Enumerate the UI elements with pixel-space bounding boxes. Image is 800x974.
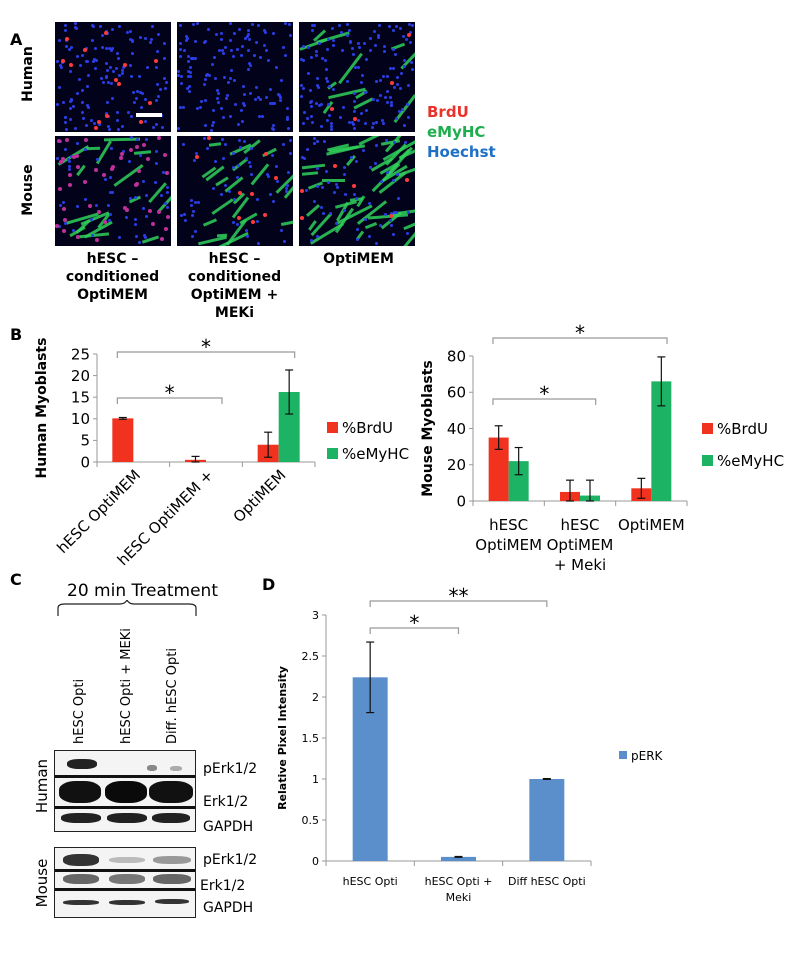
micrograph-mouse-3 <box>299 136 415 246</box>
column-label-1: hESC – conditioned OptiMEM <box>50 250 175 304</box>
chart2-legend-label: %eMyHC <box>717 452 784 470</box>
western-blot-mouse <box>54 847 196 918</box>
chart3-bar <box>529 779 565 861</box>
chart3-x-tick-label: hESC Opti <box>343 875 398 888</box>
chart2-x-tick-label: hESC <box>489 516 528 534</box>
chart3-legend-label: pERK <box>631 749 664 763</box>
chart3-significance-bracket <box>369 627 460 634</box>
chart2-x-tick-label: + Meki <box>554 556 606 574</box>
chart1-y-tick-label: 0 <box>80 453 90 471</box>
chart3-y-tick-label: 2 <box>312 691 319 704</box>
column-label-line: OptiMEM + <box>190 287 279 303</box>
column-label-line: conditioned <box>187 269 282 285</box>
column-label-line: hESC – <box>208 251 261 267</box>
chart1-legend-label: %BrdU <box>342 419 393 437</box>
chart1-y-axis-label: Human Myoblasts <box>34 338 50 479</box>
chart2-y-axis-label: Mouse Myoblasts <box>420 360 436 497</box>
panel-label-a: A <box>10 30 23 49</box>
chart1-bar <box>278 392 300 462</box>
chart1-bar <box>112 418 134 462</box>
chart1-legend-swatch <box>327 448 338 459</box>
chart1-y-tick-label: 10 <box>71 410 90 428</box>
chart2-bar <box>651 381 672 501</box>
band-label-perk-human: pErk1/2 <box>203 761 258 777</box>
chart2-y-tick-label: 80 <box>447 347 466 365</box>
stain-legend-emyhc: eMyHC <box>427 123 486 141</box>
column-label-line: OptiMEM <box>77 287 148 303</box>
chart3-y-tick-label: 3 <box>312 609 319 622</box>
column-label-line: conditioned <box>65 269 160 285</box>
chart3-x-tick-label: Diff hESC Opti <box>508 875 586 888</box>
chart3-significance-bracket <box>369 600 548 607</box>
column-label-3: OptiMEM <box>296 250 421 268</box>
chart1-y-tick-label: 5 <box>80 432 90 450</box>
western-blot-human <box>54 750 196 832</box>
chart2-legend-swatch <box>702 423 713 434</box>
micrograph-human-3 <box>299 22 415 132</box>
chart1-significance-bracket <box>116 397 223 404</box>
chart1-legend-swatch <box>327 422 338 433</box>
chart3-legend-swatch <box>619 751 627 759</box>
panel-label-b: B <box>10 325 23 344</box>
chart3-bar <box>441 856 476 861</box>
chart3-x-tick-label: Meki <box>446 891 472 904</box>
chart1-y-tick-label: 20 <box>71 367 90 385</box>
chart3-y-tick-label: 0 <box>312 855 319 868</box>
chart1-x-tick-label: OptiMEM <box>230 466 290 526</box>
chart3-y-tick-label: 1 <box>312 773 319 786</box>
band-label-perk-mouse: pErk1/2 <box>203 852 258 868</box>
chart2-y-tick-label: 40 <box>447 420 466 438</box>
chart3-y-axis-label: Relative Pixel Intensity <box>276 666 289 810</box>
chart2-significance-marker: * <box>539 382 549 406</box>
chart1-y-tick-label: 15 <box>71 388 90 406</box>
scale-bar <box>136 113 162 117</box>
chart3-significance-marker: ** <box>449 584 469 608</box>
chart3-x-tick-label: hESC Opti + <box>425 875 493 888</box>
chart3-y-tick-label: 2.5 <box>302 650 320 663</box>
band-label-erk-human: Erk1/2 <box>203 794 249 810</box>
chart2-significance-bracket <box>492 398 597 405</box>
column-label-line: hESC – <box>86 251 139 267</box>
chart3-significance-marker: * <box>409 611 419 635</box>
band-label-gapdh-human: GAPDH <box>203 819 254 835</box>
chart2-legend-label: %BrdU <box>717 420 768 438</box>
chart2-y-tick-label: 20 <box>447 456 466 474</box>
column-label-line: MEKi <box>214 305 255 321</box>
micrograph-human-2 <box>177 22 293 132</box>
chart1-y-tick-label: 25 <box>71 345 90 363</box>
panel-label-d: D <box>262 575 276 594</box>
column-label-2: hESC – conditioned OptiMEM + MEKi <box>172 250 297 322</box>
treatment-label: 20 min Treatment <box>67 581 218 601</box>
micrograph-mouse-2 <box>177 136 293 246</box>
stain-legend-hoechst: Hoechst <box>427 143 496 161</box>
chart1-legend-label: %eMyHC <box>342 445 409 463</box>
chart2-x-tick-label: OptiMEM <box>475 536 542 554</box>
band-label-gapdh-mouse: GAPDH <box>203 900 254 916</box>
panel-label-c: C <box>10 570 22 589</box>
chart2-x-tick-label: OptiMEM <box>547 536 614 554</box>
chart1-significance-bracket <box>116 351 296 358</box>
chart2-y-tick-label: 60 <box>447 384 466 402</box>
chart2-x-tick-label: OptiMEM <box>618 516 685 534</box>
stain-legend-brdu: BrdU <box>427 103 469 121</box>
chart2-legend-swatch <box>702 455 713 466</box>
chart2-significance-bracket <box>492 337 668 344</box>
chart3-y-tick-label: 1.5 <box>302 732 320 745</box>
chart2-y-tick-label: 0 <box>456 492 466 510</box>
chart1-significance-marker: * <box>165 381 175 405</box>
chart2-significance-marker: * <box>575 321 585 345</box>
chart3-y-tick-label: 0.5 <box>302 814 320 827</box>
chart2-x-tick-label: hESC <box>561 516 600 534</box>
chart2-bar <box>488 437 509 501</box>
chart1-significance-marker: * <box>201 335 211 359</box>
column-label-line: OptiMEM <box>323 251 394 267</box>
micrograph-mouse-1 <box>55 136 171 246</box>
band-label-erk-mouse: Erk1/2 <box>200 878 246 894</box>
treatment-brace <box>57 600 197 616</box>
chart2-bar <box>508 461 529 501</box>
